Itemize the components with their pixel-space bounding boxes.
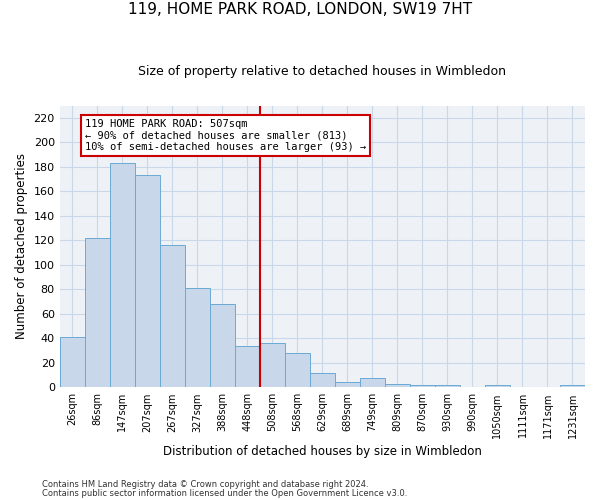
- Bar: [435, 385, 460, 388]
- Bar: [185, 288, 210, 388]
- Text: Contains HM Land Registry data © Crown copyright and database right 2024.: Contains HM Land Registry data © Crown c…: [42, 480, 368, 489]
- Text: 119, HOME PARK ROAD, LONDON, SW19 7HT: 119, HOME PARK ROAD, LONDON, SW19 7HT: [128, 2, 472, 18]
- Bar: [135, 176, 160, 388]
- Bar: [235, 346, 260, 388]
- Bar: [160, 245, 185, 388]
- Text: 119 HOME PARK ROAD: 507sqm
← 90% of detached houses are smaller (813)
10% of sem: 119 HOME PARK ROAD: 507sqm ← 90% of deta…: [85, 119, 366, 152]
- Bar: [335, 382, 360, 388]
- Bar: [110, 163, 135, 388]
- Bar: [385, 384, 410, 388]
- Bar: [260, 343, 285, 388]
- Bar: [310, 372, 335, 388]
- Y-axis label: Number of detached properties: Number of detached properties: [15, 154, 28, 340]
- Text: Contains public sector information licensed under the Open Government Licence v3: Contains public sector information licen…: [42, 489, 407, 498]
- Bar: [59, 337, 85, 388]
- Title: Size of property relative to detached houses in Wimbledon: Size of property relative to detached ho…: [139, 65, 506, 78]
- Bar: [485, 385, 510, 388]
- Bar: [210, 304, 235, 388]
- X-axis label: Distribution of detached houses by size in Wimbledon: Distribution of detached houses by size …: [163, 444, 482, 458]
- Bar: [85, 238, 110, 388]
- Bar: [360, 378, 385, 388]
- Bar: [285, 353, 310, 388]
- Bar: [410, 385, 435, 388]
- Bar: [560, 385, 585, 388]
